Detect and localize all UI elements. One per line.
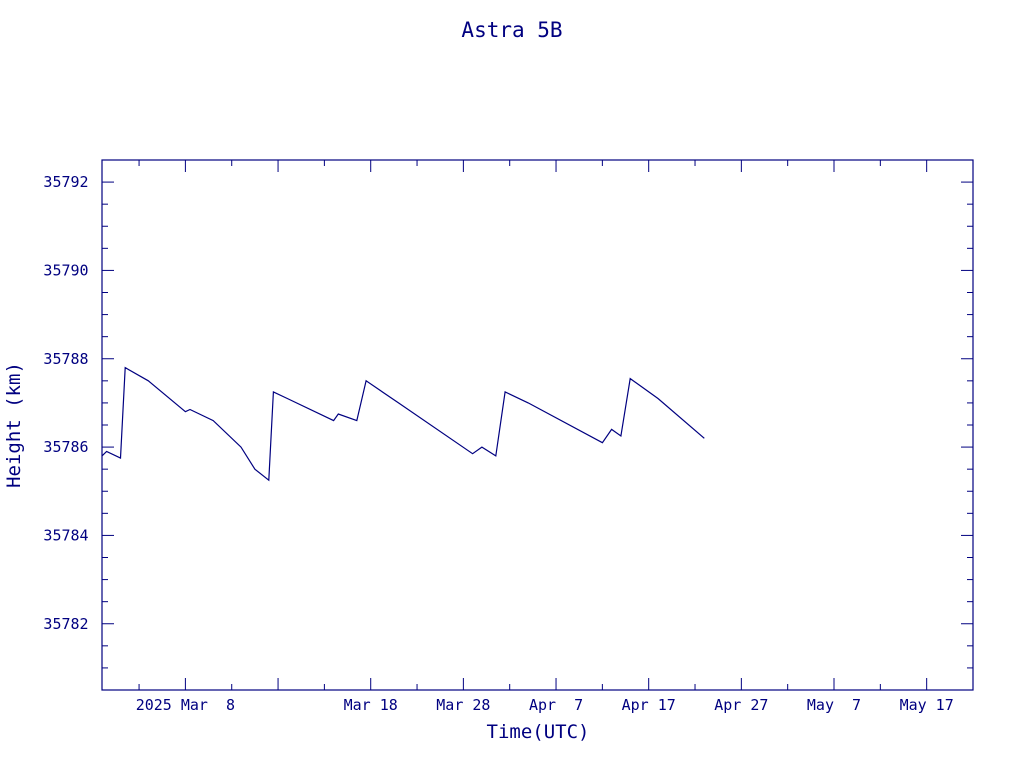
y-tick-label: 35784 — [43, 526, 88, 544]
y-axis-label: Height (km) — [3, 362, 25, 488]
x-tick-label: Apr 27 — [714, 696, 768, 714]
plot-frame — [101, 159, 974, 691]
x-tick-label: May 17 — [900, 696, 954, 714]
series-line — [101, 366, 705, 482]
y-tick-label: 35782 — [43, 615, 88, 633]
x-tick-label: Mar 28 — [436, 696, 490, 714]
y-tick-label: 35788 — [43, 350, 88, 368]
x-tick-label: Apr 17 — [622, 696, 676, 714]
x-tick-labels: 2025 Mar 8 Mar 18 Mar 28 Apr 7 Apr 17 Apr 27 M… — [136, 696, 954, 714]
axis-ticks — [102, 159, 974, 691]
y-tick-label: 35790 — [43, 261, 88, 279]
x-axis-label: Time(UTC) — [487, 721, 590, 743]
y-tick-label: 35792 — [43, 173, 88, 191]
y-tick-labels: 35782 35784 35786 35788 35790 35792 — [43, 173, 88, 633]
x-tick-label: Mar 18 — [344, 696, 398, 714]
x-tick-label: May 7 — [807, 696, 861, 714]
chart-title: Astra 5B — [461, 18, 562, 42]
y-tick-label: 35786 — [43, 438, 88, 456]
x-tick-label: 2025 Mar 8 — [136, 696, 235, 714]
x-tick-label: Apr 7 — [529, 696, 583, 714]
